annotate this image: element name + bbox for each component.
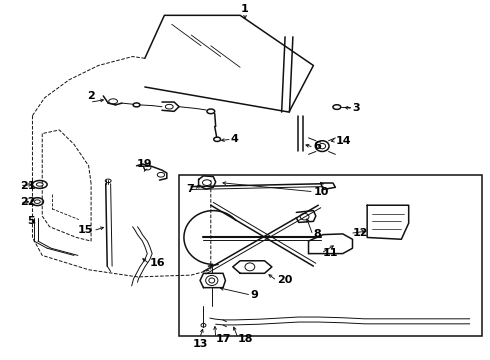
Text: 6: 6 — [314, 141, 321, 151]
Text: 22: 22 — [20, 197, 36, 207]
Text: 10: 10 — [314, 186, 329, 197]
Text: 18: 18 — [238, 333, 253, 343]
Text: 20: 20 — [277, 275, 292, 285]
Bar — [179, 175, 482, 336]
Text: 11: 11 — [323, 248, 339, 257]
Text: 2: 2 — [87, 91, 95, 101]
Text: 12: 12 — [352, 228, 368, 238]
Text: 19: 19 — [137, 159, 153, 170]
Text: 14: 14 — [335, 136, 351, 146]
Text: 1: 1 — [241, 4, 249, 14]
Text: 21: 21 — [20, 180, 36, 190]
Text: 9: 9 — [250, 290, 258, 300]
Text: 5: 5 — [27, 216, 35, 226]
Text: 4: 4 — [230, 134, 238, 144]
Text: 3: 3 — [352, 103, 360, 113]
Text: 7: 7 — [186, 184, 194, 194]
Text: 16: 16 — [150, 258, 165, 268]
Text: 8: 8 — [314, 229, 321, 239]
Text: 17: 17 — [216, 333, 231, 343]
Text: 13: 13 — [193, 338, 208, 348]
Text: 15: 15 — [78, 225, 94, 235]
